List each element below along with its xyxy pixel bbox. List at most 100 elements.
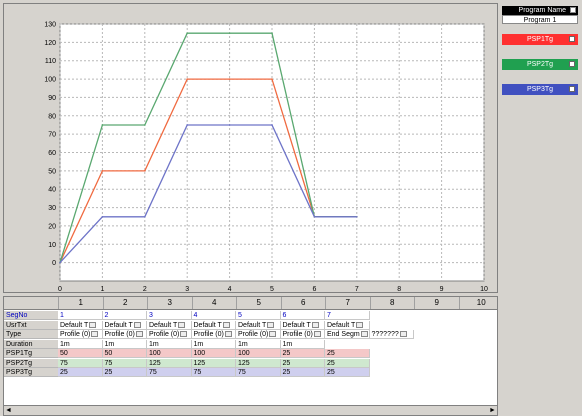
dropdown-arrow-icon[interactable] [91,331,99,338]
program-name-header: Program Name [502,6,578,15]
table-cell[interactable]: 5 [236,311,281,320]
column-header[interactable]: 10 [458,297,498,309]
cell-value: Default T [327,321,356,329]
table-cell[interactable]: 125 [191,358,236,368]
table-cell[interactable]: 100 [236,349,281,358]
table-cell[interactable]: Profile (0) [191,330,236,339]
table-cell[interactable]: 2 [102,311,147,320]
table-cell[interactable]: 75 [58,358,103,368]
legend-checkbox[interactable] [569,61,575,67]
table-cell[interactable]: 25 [280,349,325,358]
table-cell[interactable]: Default T [58,320,103,330]
program-name-value[interactable]: Program 1 [502,15,578,24]
table-cell[interactable]: Profile (0) [280,330,325,339]
column-header[interactable]: 8 [369,297,415,309]
y-tick-label: 120 [44,40,56,47]
table-cell[interactable]: 6 [280,311,325,320]
legend-item-psp1tg[interactable]: PSP1Tg [502,34,578,45]
cell-value: 1m [60,340,70,348]
table-cell[interactable]: 25 [325,358,370,368]
table-cell[interactable]: 25 [325,368,370,377]
table-cell[interactable]: Default T [147,320,192,330]
table-cell[interactable]: 25 [280,358,325,368]
dropdown-arrow-icon[interactable] [135,331,143,338]
table-cell[interactable]: Profile (0) [236,330,281,339]
table-cell[interactable]: 50 [58,349,103,358]
table-cell[interactable]: 7 [325,311,370,320]
scroll-left-arrow-icon[interactable]: ◄ [4,406,13,415]
table-cell[interactable]: 25 [280,368,325,377]
table-cell[interactable]: Default T [191,320,236,330]
cell-value: Default T [104,321,133,329]
table-cell[interactable]: 25 [58,368,103,377]
column-header[interactable]: 9 [414,297,459,309]
dropdown-arrow-icon[interactable] [89,321,97,328]
dropdown-arrow-icon[interactable] [399,331,407,338]
table-cell[interactable]: 1m [147,339,192,349]
legend-list: PSP1Tg PSP2Tg PSP3Tg [502,34,578,95]
column-header[interactable]: 2 [102,297,148,309]
table-cell[interactable]: 75 [102,358,147,368]
cell-value: Profile (0) [104,331,135,338]
table-cell[interactable]: 1 [58,311,103,320]
column-header[interactable]: 3 [147,297,192,309]
dropdown-arrow-icon[interactable] [269,331,277,338]
horizontal-scrollbar[interactable]: ◄ ► [4,405,497,415]
y-tick-label: 0 [52,260,56,267]
table-cell[interactable]: 75 [236,368,281,377]
legend-item-psp2tg[interactable]: PSP2Tg [502,59,578,70]
table-cell[interactable]: End Segm [325,330,370,339]
dropdown-arrow-icon[interactable] [224,331,232,338]
column-header[interactable]: 7 [325,297,370,309]
table-cell[interactable]: 1m [102,339,147,349]
dropdown-arrow-icon[interactable] [178,321,186,328]
dropdown-arrow-icon[interactable] [311,321,319,328]
cell-value: 125 [149,359,161,367]
table-cell[interactable]: 1m [58,339,103,349]
column-header[interactable]: 6 [280,297,326,309]
cell-value: Default T [282,321,311,329]
table-cell[interactable]: 4 [191,311,236,320]
table-cell[interactable]: Default T [280,320,325,330]
legend-checkbox[interactable] [569,36,575,42]
table-cell[interactable]: 75 [147,368,192,377]
table-cell[interactable]: Default T [102,320,147,330]
column-header[interactable]: 4 [191,297,237,309]
dropdown-arrow-icon[interactable] [133,321,141,328]
table-column-header: 1 2 3 4 5 6 7 8 9 10 [4,297,497,310]
table-cell[interactable]: Profile (0) [102,330,147,339]
table-cell[interactable]: 25 [102,368,147,377]
table-cell[interactable]: ??????? [369,330,414,339]
profile-chart[interactable]: 0 10 20 30 40 50 60 70 80 90 100 110 120 130 0 1 2 3 4 5 6 7 8… [3,3,498,293]
table-cell[interactable]: 100 [191,349,236,358]
table-cell[interactable]: 1m [236,339,281,349]
table-cell[interactable]: Profile (0) [147,330,192,339]
table-cell[interactable]: 125 [147,358,192,368]
scroll-right-arrow-icon[interactable]: ► [488,406,497,415]
table-cell[interactable]: 125 [236,358,281,368]
column-header[interactable]: 5 [236,297,281,309]
table-cell[interactable]: 3 [147,311,192,320]
legend-checkbox[interactable] [569,86,575,92]
y-tick-label: 80 [48,113,56,120]
dropdown-arrow-icon[interactable] [360,331,368,338]
table-cell[interactable]: 25 [325,349,370,358]
program-header-checkbox[interactable] [570,7,576,13]
dropdown-arrow-icon[interactable] [222,321,230,328]
column-header[interactable]: 1 [58,297,103,309]
table-cell[interactable]: Default T [325,320,370,330]
dropdown-arrow-icon[interactable] [180,331,188,338]
legend-item-psp3tg[interactable]: PSP3Tg [502,84,578,95]
dropdown-arrow-icon[interactable] [356,321,364,328]
table-cell[interactable]: 100 [147,349,192,358]
table-cell[interactable]: 1m [280,339,325,349]
dropdown-arrow-icon[interactable] [267,321,275,328]
table-cell[interactable]: 1m [191,339,236,349]
table-cell[interactable]: Default T [236,320,281,330]
cell-value: 75 [104,359,113,367]
table-cell[interactable]: 50 [102,349,147,358]
dropdown-arrow-icon[interactable] [313,331,321,338]
table-cell[interactable]: Profile (0) [58,330,103,339]
table-cell[interactable]: 75 [191,368,236,377]
